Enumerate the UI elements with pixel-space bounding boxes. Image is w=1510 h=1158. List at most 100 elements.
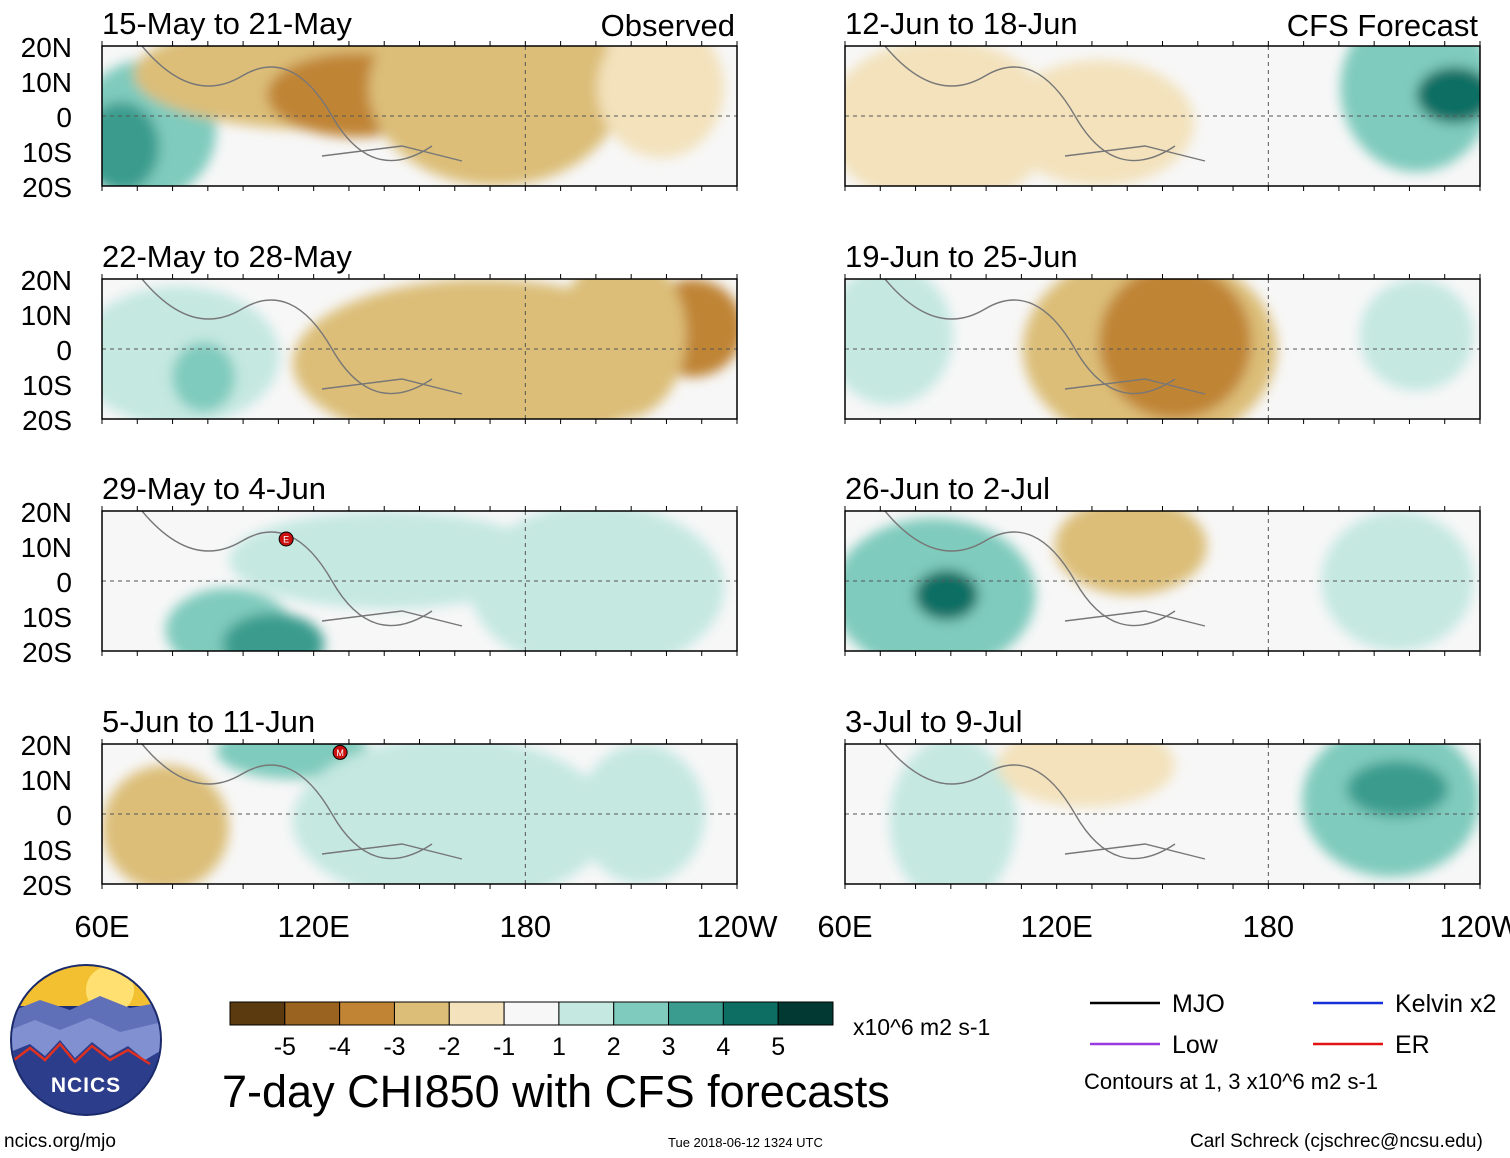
colorbar: -5 -4 -3 -2 -1 1 2 3 4 5 [229, 1001, 834, 1061]
coastline [321, 145, 463, 162]
colorbar-label: -4 [329, 1033, 351, 1061]
anomaly-region [102, 102, 160, 186]
legend-label: Low [1172, 1031, 1219, 1059]
panel-label-0-1: 22-May to 28-May [102, 239, 352, 274]
x-tick-label: 120E [277, 909, 349, 944]
panel-label-1-2: 26-Jun to 2-Jul [845, 471, 1050, 506]
panel-label-1-0: 12-Jun to 18-Jun [845, 6, 1078, 41]
y-tick-label: 0 [56, 102, 72, 133]
colorbar-label: -5 [274, 1033, 296, 1061]
anomaly-region [292, 744, 610, 884]
colorbar-swatch [613, 1001, 670, 1026]
y-tick-label: 10S [22, 835, 72, 866]
coastline [1064, 145, 1206, 162]
x-tick-label: 60E [74, 909, 129, 944]
timestamp: Tue 2018-06-12 1324 UTC [668, 1135, 823, 1150]
y-tick-label: 0 [56, 335, 72, 366]
coastline [141, 46, 433, 162]
legend-label: MJO [1172, 990, 1225, 1018]
anomaly-region [470, 511, 725, 651]
coastline [1064, 378, 1206, 395]
anomaly-region [997, 744, 1176, 807]
map-panel [844, 274, 1481, 424]
anomaly-region [229, 511, 547, 609]
x-tick-label: 180 [1242, 909, 1294, 944]
anomaly-region [102, 765, 229, 884]
storm-marker: M [332, 744, 348, 760]
map-panel: M [101, 739, 738, 889]
coastline [1064, 843, 1206, 860]
colorbar-swatch [503, 1001, 560, 1026]
colorbar-swatch [339, 1001, 395, 1026]
anomaly-region [1346, 760, 1449, 817]
colorbar-label: 2 [607, 1033, 621, 1061]
y-tick-label: 10N [21, 765, 72, 796]
map-panel [844, 41, 1481, 191]
colorbar-label: 4 [716, 1033, 730, 1061]
colorbar-label: 1 [552, 1033, 566, 1061]
anomaly-region [889, 744, 1017, 884]
map-panel [844, 506, 1481, 656]
anomaly-region [222, 613, 325, 651]
coastline [884, 744, 1176, 860]
anomaly-region [559, 279, 687, 419]
ncics-logo [10, 964, 162, 1116]
coastline [1064, 610, 1206, 627]
coastline [141, 744, 433, 860]
map-panel [844, 739, 1481, 889]
y-tick-label: 10S [22, 602, 72, 633]
legend: MJO Kelvin x2 Low ER [1090, 990, 1496, 1059]
y-tick-label: 20N [21, 265, 72, 296]
chart-title: 7-day CHI850 with CFS forecasts [222, 1066, 890, 1117]
anomaly-region [1054, 511, 1207, 595]
panel-label-0-3: 5-Jun to 11-Jun [102, 704, 315, 739]
y-tick-label: 20S [22, 172, 72, 203]
contour-note: Contours at 1, 3 x10^6 m2 s-1 [1084, 1069, 1379, 1094]
coastline [321, 378, 463, 395]
y-tick-label: 10N [21, 532, 72, 563]
panel-label-0-2: 29-May to 4-Jun [102, 471, 326, 506]
colorbar-label: -3 [383, 1033, 405, 1061]
legend-label: Kelvin x2 [1395, 990, 1496, 1018]
colorbar-label: 5 [771, 1033, 785, 1061]
storm-marker: E [278, 531, 294, 547]
colorbar-swatch [722, 1001, 779, 1026]
map-panel [101, 274, 738, 424]
colorbar-swatch [393, 1001, 450, 1026]
logo-text: NCICS [51, 1074, 121, 1097]
coastline [884, 511, 1176, 627]
y-tick-label: 20S [22, 405, 72, 436]
y-tick-label: 0 [56, 567, 72, 598]
map-panel: E [101, 506, 738, 656]
colorbar-swatch [448, 1001, 505, 1026]
storm-marker-label: E [283, 535, 289, 545]
site-link[interactable]: ncics.org/mjo [4, 1131, 116, 1152]
colorbar-label: -1 [493, 1033, 515, 1061]
x-tick-label: 180 [499, 909, 551, 944]
colorbar-swatch [229, 1001, 286, 1026]
y-tick-label: 0 [56, 800, 72, 831]
author-credit: Carl Schreck (cjschrec@ncsu.edu) [1190, 1131, 1483, 1152]
y-tick-label: 10N [21, 67, 72, 98]
y-tick-label: 20S [22, 870, 72, 901]
colorbar-label: -2 [438, 1033, 460, 1061]
x-tick-label: 120W [1440, 909, 1510, 944]
coastline [141, 279, 433, 395]
panel-label-0-0: 15-May to 21-May [102, 6, 352, 41]
anomaly-region [1416, 67, 1480, 123]
coastline [321, 843, 463, 860]
x-tick-label: 120E [1020, 909, 1092, 944]
anomaly-region [102, 286, 280, 419]
map-panel [101, 41, 738, 191]
colorbar-swatch [284, 1001, 341, 1026]
y-tick-label: 20S [22, 637, 72, 668]
colorbar-swatch [558, 1001, 615, 1026]
anomaly-region [1359, 279, 1474, 391]
column-header-1: CFS Forecast [1287, 8, 1479, 43]
anomaly-region [914, 569, 979, 621]
colorbar-units: x10^6 m2 s-1 [853, 1014, 991, 1040]
y-tick-label: 20N [21, 730, 72, 761]
y-tick-label: 20N [21, 32, 72, 63]
y-tick-label: 10S [22, 137, 72, 168]
